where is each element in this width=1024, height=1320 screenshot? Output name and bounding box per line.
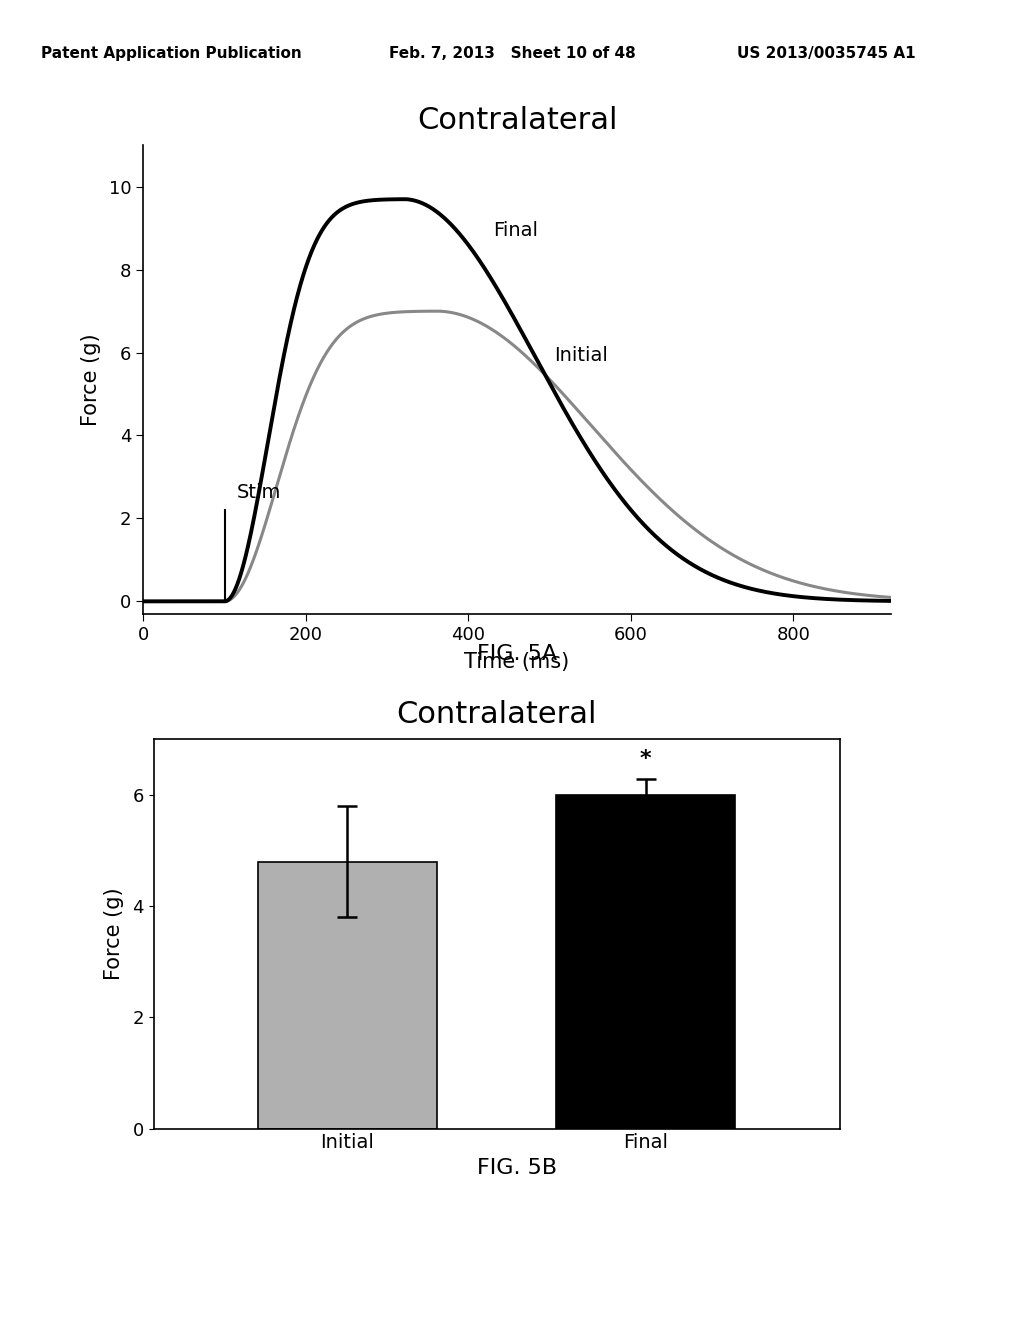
Text: Feb. 7, 2013   Sheet 10 of 48: Feb. 7, 2013 Sheet 10 of 48 bbox=[389, 46, 636, 61]
Y-axis label: Force (g): Force (g) bbox=[81, 333, 100, 426]
Text: *: * bbox=[640, 750, 651, 770]
Y-axis label: Force (g): Force (g) bbox=[104, 887, 124, 981]
Text: FIG. 5B: FIG. 5B bbox=[477, 1158, 557, 1177]
Text: Stim: Stim bbox=[237, 483, 282, 502]
Title: Contralateral: Contralateral bbox=[417, 106, 617, 135]
X-axis label: Time (ms): Time (ms) bbox=[465, 652, 569, 672]
Bar bbox=[556, 795, 735, 1129]
Text: Final: Final bbox=[493, 222, 538, 240]
Text: Initial: Initial bbox=[554, 346, 607, 364]
Bar bbox=[258, 862, 437, 1129]
Text: US 2013/0035745 A1: US 2013/0035745 A1 bbox=[737, 46, 915, 61]
Text: FIG. 5A: FIG. 5A bbox=[477, 644, 557, 664]
Text: Patent Application Publication: Patent Application Publication bbox=[41, 46, 302, 61]
Title: Contralateral: Contralateral bbox=[396, 700, 597, 729]
